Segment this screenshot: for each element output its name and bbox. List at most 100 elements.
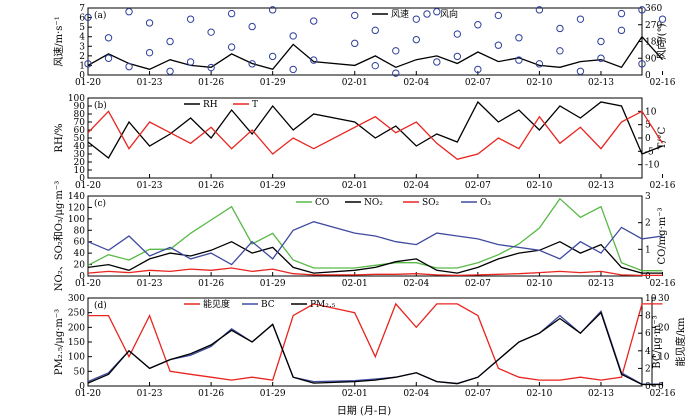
- x-tick-label: 02-10: [526, 78, 552, 88]
- y-left-tick-label: 140: [68, 192, 85, 202]
- legend-label: RH: [203, 100, 218, 110]
- series-line-1: [87, 100, 663, 159]
- series-marker-2: [166, 37, 174, 46]
- x-tick-label: 02-04: [403, 279, 429, 289]
- series-marker-2: [145, 19, 154, 27]
- y-right-label: 风向/(°): [655, 23, 668, 59]
- y-left-tick-label: 40: [74, 249, 86, 259]
- y-left-tick-label: 10: [74, 166, 86, 176]
- x-tick-label: 01-20: [75, 389, 101, 399]
- y-left-tick-label: 5: [79, 23, 85, 33]
- series-marker-2: [125, 8, 133, 16]
- series-marker-2: [227, 43, 236, 51]
- series-marker-2: [576, 15, 585, 23]
- y-left-tick-label: 0: [79, 71, 85, 81]
- y-left-tick-label: 0: [79, 174, 85, 184]
- legend-label: SO₂: [422, 198, 440, 208]
- series-marker-2: [617, 26, 626, 35]
- x-tick-label: 02-07: [465, 389, 491, 399]
- series-marker-2: [289, 32, 297, 40]
- x-tick-label: 01-26: [198, 78, 224, 88]
- y-left-tick-label: 70: [74, 118, 86, 128]
- y-right-tick-label: 2: [645, 219, 651, 229]
- y-right-tick-label: -5: [645, 147, 654, 157]
- y-right2-tick-label: 20: [658, 323, 670, 333]
- series-marker-2: [453, 30, 462, 38]
- y-right-label: BC/μg·m⁻³: [652, 315, 663, 368]
- panel-frame: [87, 195, 643, 277]
- series-marker-2: [412, 35, 420, 44]
- x-tick-label: 01-29: [260, 279, 286, 289]
- series-marker-2: [227, 9, 236, 18]
- series-marker-2: [207, 28, 215, 36]
- panel-tag: (a): [94, 10, 106, 21]
- y-left-tick-label: 6: [79, 14, 85, 24]
- series-marker-2: [433, 8, 441, 16]
- x-tick-label: 02-10: [526, 389, 552, 399]
- series-marker-2: [310, 56, 318, 64]
- y-right-tick-label: 6: [645, 329, 651, 339]
- series-line-1: [87, 35, 663, 71]
- y-left-tick-label: 300: [68, 294, 85, 304]
- legend-label: PM₂.₅: [310, 300, 336, 310]
- y-left-tick-label: 2: [79, 52, 85, 62]
- y-left-tick-label: 150: [68, 338, 85, 348]
- series-marker-2: [392, 47, 400, 55]
- y-right-tick-label: 10: [645, 294, 657, 304]
- series-line-3: [87, 267, 663, 277]
- y-right-tick-label: 0: [645, 134, 651, 144]
- x-tick-label: 02-01: [342, 181, 368, 191]
- legend-marker: [423, 10, 431, 18]
- series-marker-2: [84, 13, 92, 22]
- x-tick-label: 01-29: [260, 389, 286, 399]
- y-left-tick-label: 20: [74, 158, 86, 168]
- x-tick-label: 02-13: [588, 78, 614, 88]
- x-tick-label: 02-13: [588, 181, 614, 191]
- panel-tag: (d): [94, 300, 107, 311]
- series-marker-2: [145, 48, 154, 57]
- series-marker-2: [597, 37, 605, 46]
- y-left-tick-label: 7: [79, 4, 85, 14]
- y-left-tick-label: 60: [74, 238, 86, 248]
- y-left-tick-label: 0: [79, 382, 85, 392]
- x-tick-label: 02-04: [403, 181, 429, 191]
- x-tick-label: 01-26: [198, 279, 224, 289]
- y-right-tick-label: 0: [645, 272, 651, 282]
- y-left-tick-label: 250: [68, 309, 85, 319]
- series-line-1: [88, 302, 663, 381]
- series-line-2: [87, 309, 663, 385]
- x-tick-label: 01-23: [137, 78, 163, 88]
- x-tick-label: 02-16: [650, 389, 676, 399]
- series-marker-2: [125, 62, 133, 71]
- x-tick-label: 02-04: [403, 389, 429, 399]
- y-right2-tick-label: 0: [658, 382, 664, 392]
- x-tick-label: 01-26: [198, 181, 224, 191]
- series-line-1: [87, 197, 663, 272]
- y-right-tick-label: 5: [645, 121, 651, 131]
- x-tick-label: 02-13: [588, 279, 614, 289]
- series-marker-2: [268, 52, 277, 61]
- series-marker-2: [638, 6, 646, 14]
- panel-tag: (b): [94, 100, 107, 111]
- y-right-tick-label: 3: [645, 192, 651, 202]
- x-tick-label: 01-23: [137, 181, 163, 191]
- x-tick-label: 01-29: [260, 181, 286, 191]
- y-right-tick-label: 180: [645, 38, 662, 48]
- series-marker-2: [268, 6, 277, 14]
- series-marker-2: [248, 22, 256, 31]
- panel-3: 01-20 01-23 01-26 01-29 02-01 02-04 02-07 02-10…: [53, 181, 676, 291]
- x-tick-label: 02-16: [650, 279, 676, 289]
- y-left-label: 风速/m·s⁻¹: [53, 16, 65, 66]
- panel-frame: [87, 97, 643, 179]
- y-left-tick-label: 80: [74, 226, 86, 236]
- legend-label: T: [252, 100, 258, 110]
- legend-label: 风速: [391, 9, 409, 20]
- y-left-tick-label: 0: [79, 272, 85, 282]
- y-left-tick-label: 90: [74, 102, 86, 112]
- x-tick-label: 01-29: [260, 78, 286, 88]
- y-left-tick-label: 50: [74, 134, 86, 144]
- series-line-2: [87, 110, 664, 161]
- y-right-label: T/°C: [657, 126, 668, 149]
- y-left-label: RH/%: [54, 123, 65, 152]
- series-line-2: [87, 240, 663, 274]
